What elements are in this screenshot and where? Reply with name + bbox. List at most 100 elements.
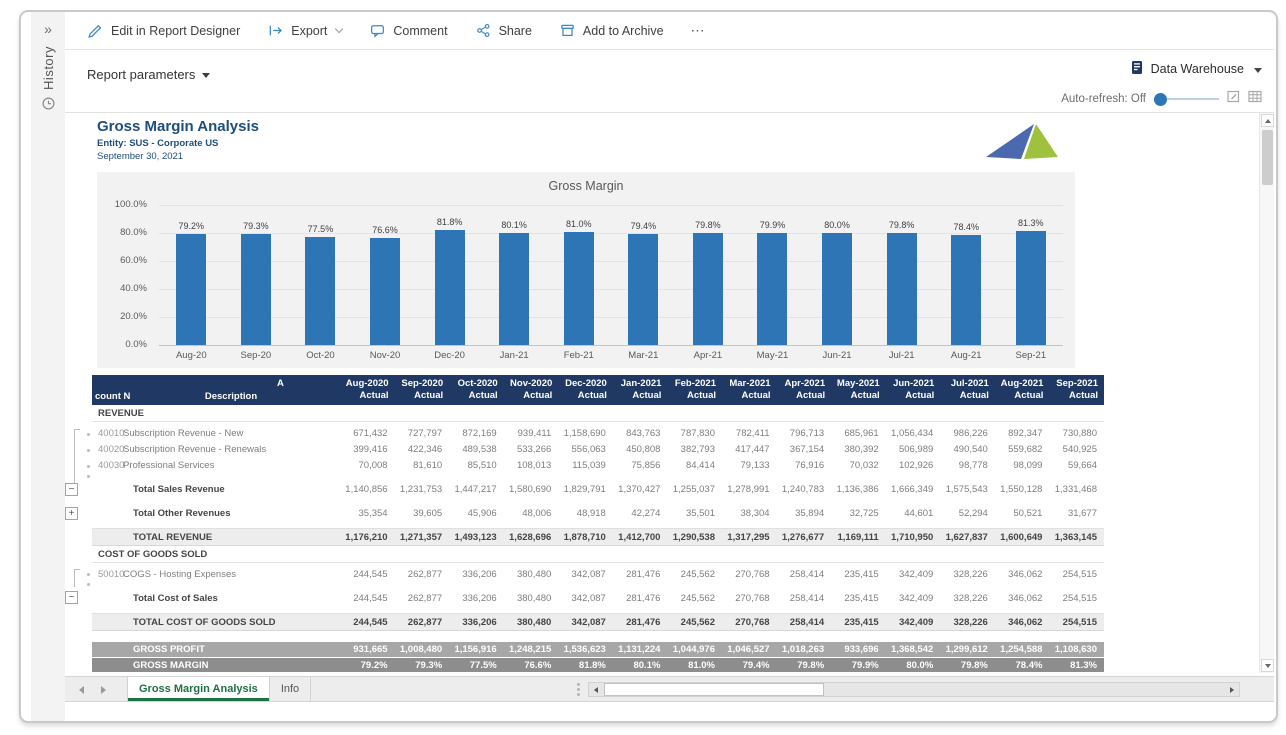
vertical-scrollbar[interactable]: [1259, 113, 1274, 673]
chart-bar-slot: 79.9%: [740, 205, 805, 345]
share-button[interactable]: Share: [475, 22, 532, 39]
value-cell: 80.1%: [633, 659, 661, 671]
value-cell: 1,299,612: [945, 644, 988, 655]
y-tick-label: 20.0%: [120, 311, 147, 322]
chart-bar: [176, 234, 207, 345]
vertical-scroll-thumb[interactable]: [1262, 130, 1273, 185]
chart-bar-slot: 77.5%: [288, 205, 353, 345]
value-cell: 1,044,976: [672, 644, 715, 655]
chart-bar: [822, 233, 853, 345]
next-tab-arrow[interactable]: [101, 686, 106, 694]
bar-value-label: 81.0%: [565, 218, 592, 229]
value-cell: 79.4%: [742, 659, 770, 671]
account-column-header: count N: [95, 391, 131, 402]
auto-refresh-slider[interactable]: [1154, 92, 1219, 106]
period-scenario-label: Actual: [523, 390, 553, 401]
toolbar: Edit in Report Designer Export Comment S…: [65, 12, 1274, 50]
chart-bars: 79.2% 79.3% 77.5% 76.6% 81.8% 80.1% 81.0% 79.4%…: [159, 205, 1063, 345]
value-cell: 244,545: [353, 616, 388, 628]
expand-sidebar-button[interactable]: »: [44, 21, 52, 37]
period-scenario-label: Actual: [741, 390, 771, 401]
x-axis-label: Mar-21: [628, 350, 659, 361]
value-cell: 1,447,217: [454, 483, 497, 495]
chart-bar: [305, 236, 336, 345]
value-cell: 328,226: [953, 592, 988, 604]
grid-view-icon[interactable]: [1248, 90, 1262, 108]
slider-knob[interactable]: [1154, 92, 1167, 106]
y-tick-label: 80.0%: [120, 227, 147, 238]
value-cell: 342,087: [571, 616, 606, 628]
value-cell: 52,294: [958, 507, 988, 519]
chart-gridline: [159, 317, 1063, 318]
section-label: COST OF GOODS SOLD: [98, 548, 208, 560]
add-to-archive-button[interactable]: Add to Archive: [559, 22, 664, 39]
period-column-header: Mar-2021 Actual: [722, 375, 777, 405]
tab-info[interactable]: Info: [270, 677, 312, 701]
bar-value-label: 80.1%: [501, 219, 527, 230]
value-cell: 270,768: [735, 616, 770, 628]
collapse-group-button[interactable]: −: [65, 483, 78, 496]
chevron-down-icon: [335, 24, 344, 33]
value-cell: 75,856: [631, 459, 661, 471]
chart-bar-slot: 76.6%: [353, 205, 418, 345]
value-cell: 115,039: [572, 459, 606, 471]
period-column-header: Aug-2021 Actual: [995, 375, 1050, 405]
edit-in-report-designer-button[interactable]: Edit in Report Designer: [87, 22, 240, 39]
value-cell: 1,131,224: [618, 644, 661, 655]
value-cell: 417,447: [735, 443, 770, 455]
chart-bar-slot: 81.3%: [999, 205, 1064, 345]
comment-button[interactable]: Comment: [369, 22, 448, 39]
chart-bar-slot: 81.8%: [417, 205, 482, 345]
value-cell: 367,154: [789, 443, 825, 455]
scroll-left-button[interactable]: [589, 683, 603, 696]
horizontal-scroll-thumb[interactable]: [604, 683, 824, 696]
value-cell: 556,063: [571, 443, 606, 455]
period-month-label: Mar-2021: [729, 378, 771, 389]
previous-tab-arrow[interactable]: [79, 686, 84, 694]
x-axis-label: Oct-20: [306, 350, 335, 361]
left-arrow-icon: [594, 686, 598, 693]
value-cell: 1,158,690: [563, 427, 606, 439]
scroll-up-button[interactable]: [1261, 114, 1274, 127]
value-cell: 342,409: [898, 616, 934, 628]
period-month-label: Nov-2020: [510, 378, 553, 389]
value-cell: 1,412,700: [618, 531, 661, 543]
gross-margin-chart: Gross Margin 100.0% 80.0% 60.0% 40.0% 20.0% 0…: [97, 172, 1075, 368]
value-cell: 79.2%: [360, 659, 388, 671]
chevron-down-icon: [202, 73, 211, 78]
tab-gross-margin-analysis[interactable]: Gross Margin Analysis: [127, 677, 270, 701]
chart-bar: [563, 231, 594, 345]
value-cell: 422,346: [407, 443, 443, 455]
value-cell: 281,476: [626, 616, 661, 628]
period-scenario-label: Actual: [959, 390, 989, 401]
collapse-group-button[interactable]: −: [65, 591, 78, 604]
expand-group-button[interactable]: +: [65, 507, 78, 520]
chart-gridline: [159, 233, 1063, 234]
x-axis-label: Nov-20: [369, 350, 401, 361]
period-scenario-label: Actual: [686, 390, 716, 401]
value-cell: 1,046,527: [727, 644, 770, 655]
table-row: Total Sales Revenue 1,140,856 1,231,753 1,4…: [92, 481, 1104, 497]
more-actions-button[interactable]: ⋯: [690, 22, 706, 38]
value-cell: 1,493,123: [454, 531, 497, 543]
y-tick-label: 0.0%: [125, 339, 147, 350]
splitter-dots-icon[interactable]: [577, 683, 580, 686]
value-cell: 78.4%: [1015, 659, 1043, 671]
value-cell: 450,808: [626, 443, 661, 455]
outline-dot: [87, 465, 90, 468]
report-parameters-button[interactable]: Report parameters: [87, 67, 211, 82]
scroll-down-button[interactable]: [1261, 659, 1274, 672]
value-cell: 1,278,991: [727, 483, 770, 495]
scroll-right-button[interactable]: [1225, 683, 1239, 696]
period-column-header: May-2021 Actual: [831, 375, 886, 405]
row-description: Professional Services: [123, 459, 215, 471]
value-cell: 258,414: [789, 616, 825, 628]
period-month-label: Jan-2021: [620, 378, 662, 389]
edit-form-icon[interactable]: [1227, 90, 1240, 108]
horizontal-scrollbar[interactable]: [588, 682, 1240, 697]
data-source-selector[interactable]: Data Warehouse: [1130, 60, 1262, 78]
history-tab-label[interactable]: History: [40, 46, 56, 90]
outline-dot: [87, 433, 90, 436]
value-cell: 336,206: [462, 568, 497, 580]
export-button[interactable]: Export: [267, 22, 344, 39]
